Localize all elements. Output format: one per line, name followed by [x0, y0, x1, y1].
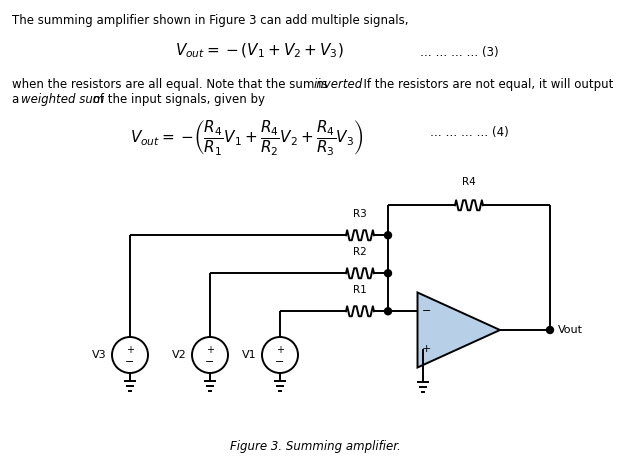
Text: +: + [422, 344, 431, 354]
Text: of the input signals, given by: of the input signals, given by [89, 93, 265, 106]
Text: V3: V3 [93, 350, 107, 360]
Text: Figure 3. Summing amplifier.: Figure 3. Summing amplifier. [230, 440, 401, 453]
Text: a: a [12, 93, 23, 106]
Text: V2: V2 [172, 350, 187, 360]
Text: −: − [125, 357, 135, 367]
Circle shape [384, 270, 391, 277]
Text: +: + [206, 345, 214, 355]
Polygon shape [418, 293, 500, 367]
Text: $V_{out} = -\!\left(\dfrac{R_4}{R_1}V_1 + \dfrac{R_4}{R_2}V_2 + \dfrac{R_4}{R_3}: $V_{out} = -\!\left(\dfrac{R_4}{R_1}V_1 … [130, 118, 364, 157]
Text: −: − [275, 357, 285, 367]
Text: $V_{out} = -(V_1 + V_2 + V_3)$: $V_{out} = -(V_1 + V_2 + V_3)$ [175, 42, 344, 60]
Text: R3: R3 [353, 209, 367, 219]
Text: … … … … (3): … … … … (3) [420, 46, 498, 59]
Text: +: + [276, 345, 284, 355]
Circle shape [384, 232, 391, 239]
Text: … … … … (4): … … … … (4) [430, 126, 509, 139]
Text: V1: V1 [243, 350, 257, 360]
Text: when the resistors are all equal. Note that the sum is: when the resistors are all equal. Note t… [12, 78, 331, 91]
Circle shape [384, 308, 391, 315]
Text: −: − [422, 306, 431, 316]
Text: inverted: inverted [314, 78, 364, 91]
Text: +: + [126, 345, 134, 355]
Text: R1: R1 [353, 285, 367, 295]
Circle shape [546, 327, 554, 333]
Text: The summing amplifier shown in Figure 3 can add multiple signals,: The summing amplifier shown in Figure 3 … [12, 14, 408, 27]
Text: R4: R4 [462, 177, 476, 187]
Text: weighted sum: weighted sum [21, 93, 105, 106]
Text: R2: R2 [353, 247, 367, 257]
Text: −: − [205, 357, 215, 367]
Text: Vout: Vout [558, 325, 583, 335]
Text: . If the resistors are not equal, it will output: . If the resistors are not equal, it wil… [356, 78, 614, 91]
